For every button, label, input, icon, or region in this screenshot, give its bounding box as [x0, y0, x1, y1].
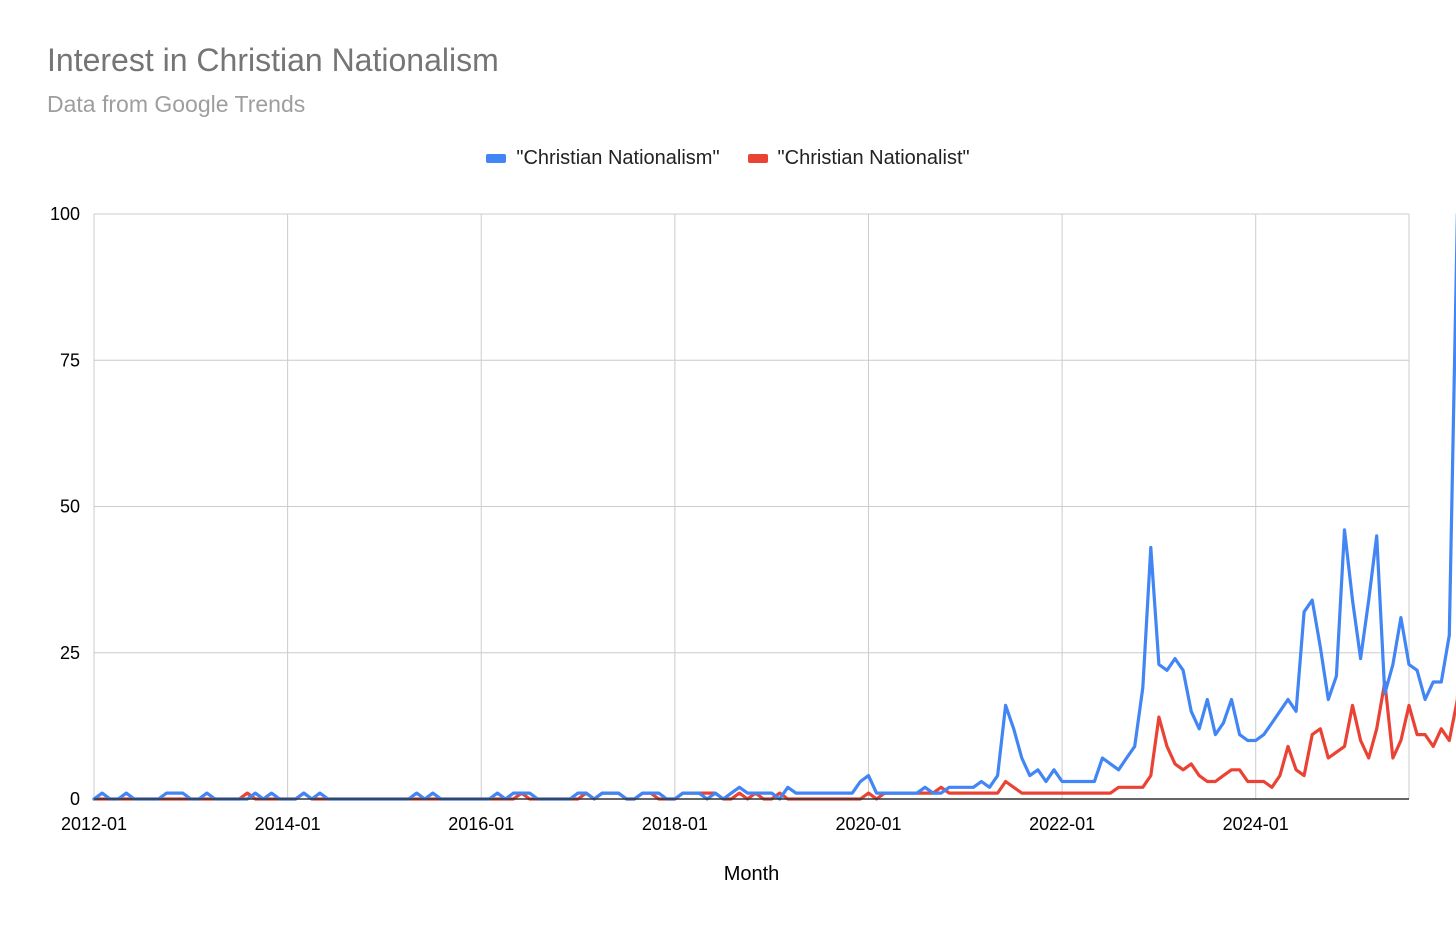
y-tick-label: 25 [60, 643, 80, 663]
x-tick-label: 2020-01 [835, 814, 901, 834]
legend-item-series-1[interactable]: "Christian Nationalism" [486, 147, 720, 170]
x-tick-label: 2016-01 [448, 814, 514, 834]
x-tick-label: 2022-01 [1029, 814, 1095, 834]
x-tick-label: 2024-01 [1223, 814, 1289, 834]
x-axis-ticks: 2012-01 2014-01 2016-01 2018-01 2020-01 2022-… [61, 814, 1289, 834]
y-axis-ticks: 0 25 50 75 100 [50, 204, 80, 809]
legend-swatch-series-1 [486, 154, 507, 163]
grid-lines [93, 213, 1410, 799]
chart-title: Interest in Christian Nationalism [47, 42, 499, 78]
chart-subtitle: Data from Google Trends [47, 91, 306, 117]
y-tick-label: 50 [60, 497, 80, 517]
legend-label-series-1: "Christian Nationalism" [516, 147, 720, 169]
legend-swatch-series-2 [747, 154, 768, 163]
x-axis-title: Month [724, 863, 780, 885]
y-tick-label: 100 [50, 204, 80, 224]
y-tick-label: 0 [70, 789, 80, 809]
legend: "Christian Nationalism" "Christian Natio… [0, 147, 1456, 170]
x-tick-label: 2018-01 [642, 814, 708, 834]
legend-label-series-2: "Christian Nationalist" [777, 147, 970, 169]
x-tick-label: 2014-01 [255, 814, 321, 834]
legend-item-series-2[interactable]: "Christian Nationalist" [747, 147, 970, 170]
series-line-2[interactable] [92, 466, 1456, 801]
x-tick-label: 2012-01 [61, 814, 127, 834]
y-tick-label: 75 [60, 350, 80, 370]
